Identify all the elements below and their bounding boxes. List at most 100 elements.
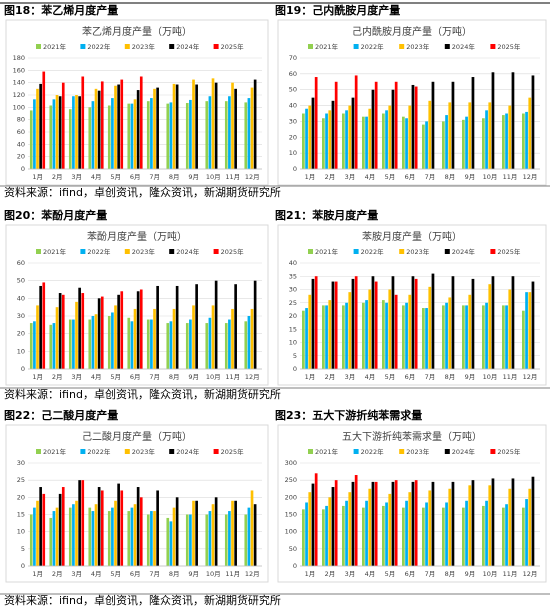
bar — [172, 83, 176, 169]
bar — [117, 84, 120, 169]
figure-caption: 图19：己内酰胺月度产量 — [275, 3, 400, 17]
bar — [511, 478, 515, 566]
bar — [382, 300, 385, 369]
bar — [136, 487, 140, 566]
x-tick-label: 6月 — [405, 173, 416, 181]
bar — [508, 105, 512, 169]
x-tick-label: 11月 — [225, 173, 240, 181]
bar — [55, 507, 59, 566]
bar — [374, 481, 378, 566]
bar — [208, 511, 212, 566]
bar — [133, 308, 137, 369]
x-tick-label: 1月 — [32, 373, 43, 381]
bar — [422, 507, 425, 566]
y-tick-label: 0 — [21, 165, 25, 173]
chart-title: 五大下游折纯苯需求量（万吨） — [342, 430, 482, 443]
x-tick-label: 3月 — [71, 570, 82, 578]
bar — [414, 86, 418, 169]
bar — [130, 103, 134, 169]
x-tick-label: 11月 — [225, 373, 240, 381]
legend-swatch — [444, 44, 450, 49]
bar — [405, 500, 408, 566]
y-tick-label: 0 — [21, 562, 25, 570]
bar — [391, 481, 395, 566]
bar — [414, 480, 418, 566]
bar — [244, 321, 248, 369]
bar — [488, 485, 492, 566]
bar — [49, 517, 53, 566]
bar — [365, 300, 368, 369]
bar — [29, 110, 33, 169]
bar — [42, 493, 46, 566]
bar — [425, 502, 428, 566]
bar — [471, 77, 475, 169]
bar — [97, 487, 101, 566]
y-tick-label: 20 — [289, 133, 297, 141]
bar — [422, 124, 425, 169]
x-tick-label: 9月 — [465, 373, 476, 381]
bar — [368, 289, 372, 369]
chart-title: 己内酰胺月度产量（万吨） — [352, 25, 472, 38]
bar — [78, 480, 81, 566]
x-tick-label: 7月 — [425, 373, 436, 381]
bar — [253, 504, 257, 566]
bar — [72, 319, 75, 369]
bar — [185, 514, 189, 566]
bar — [78, 287, 81, 369]
x-tick-label: 1月 — [305, 570, 316, 578]
x-tick-label: 2月 — [52, 173, 63, 181]
legend-swatch — [308, 449, 313, 454]
bar — [385, 502, 388, 566]
bar — [247, 316, 251, 369]
legend-swatch — [36, 249, 41, 254]
y-tick-label: 160 — [13, 66, 25, 74]
bar — [175, 497, 179, 566]
bar — [29, 323, 33, 369]
legend-label: 2024年 — [452, 42, 476, 51]
bar — [81, 293, 85, 369]
bar — [505, 504, 508, 566]
bar — [130, 321, 134, 369]
bar — [465, 500, 468, 566]
x-tick-label: 11月 — [503, 173, 518, 181]
bar — [72, 96, 75, 169]
bar — [228, 96, 231, 169]
bar — [334, 281, 338, 369]
y-tick-label: 35 — [289, 272, 297, 280]
bar — [214, 82, 218, 169]
y-tick-label: 10 — [17, 528, 25, 536]
x-tick-label: 9月 — [465, 173, 476, 181]
bar — [482, 118, 485, 169]
bar — [36, 88, 39, 169]
bar — [431, 273, 435, 369]
bar — [228, 511, 231, 566]
y-tick-label: 70 — [289, 54, 297, 62]
x-tick-label: 2月 — [325, 373, 336, 381]
y-tick-label: 20 — [17, 330, 25, 338]
chart-title: 苯酚月度产量（万吨） — [87, 230, 187, 243]
bar — [231, 82, 234, 169]
bar — [253, 280, 257, 369]
y-tick-label: 25 — [289, 299, 297, 307]
bar — [531, 476, 535, 566]
bar — [253, 79, 257, 169]
bar — [402, 305, 405, 369]
legend-swatch — [213, 44, 219, 49]
x-tick-label: 9月 — [188, 173, 199, 181]
bar — [139, 497, 143, 566]
bar — [214, 497, 218, 566]
bar — [511, 72, 515, 169]
bar — [52, 99, 56, 169]
bar — [371, 481, 375, 566]
bar — [402, 507, 405, 566]
x-tick-label: 10月 — [483, 173, 498, 181]
x-tick-label: 10月 — [483, 373, 498, 381]
bar — [250, 490, 254, 566]
x-tick-label: 12月 — [523, 570, 538, 578]
bar — [462, 305, 465, 369]
bar — [425, 121, 428, 169]
x-tick-label: 4月 — [91, 570, 102, 578]
x-tick-label: 2月 — [325, 173, 336, 181]
legend-label: 2022年 — [361, 447, 385, 456]
bar — [354, 276, 358, 369]
